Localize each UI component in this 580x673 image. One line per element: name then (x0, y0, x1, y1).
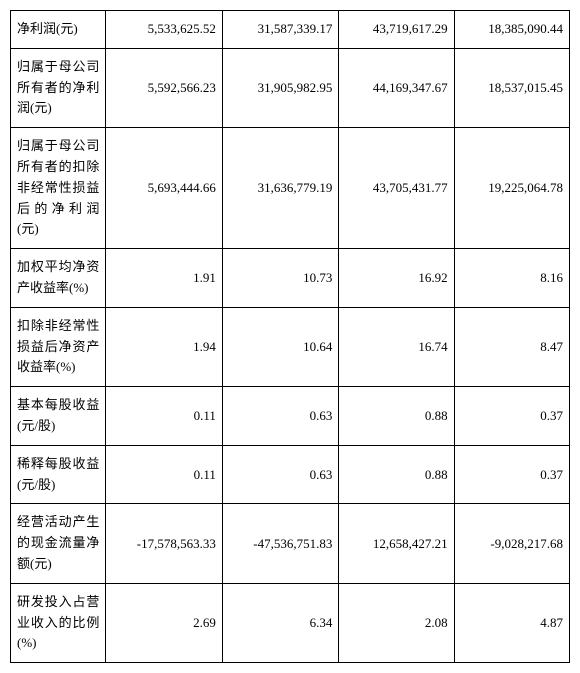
row-value: 10.64 (222, 307, 339, 386)
table-row: 扣除非经常性损益后净资产收益率(%)1.9410.6416.748.47 (11, 307, 570, 386)
row-label: 加权平均净资产收益率(%) (11, 249, 106, 308)
table-row: 加权平均净资产收益率(%)1.9110.7316.928.16 (11, 249, 570, 308)
row-value: 5,592,566.23 (106, 48, 223, 127)
row-label: 归属于母公司所有者的净利润(元) (11, 48, 106, 127)
row-value: 31,636,779.19 (222, 128, 339, 249)
row-value: 0.37 (454, 387, 569, 446)
row-value: 8.16 (454, 249, 569, 308)
row-value: 0.63 (222, 387, 339, 446)
row-value: 0.63 (222, 445, 339, 504)
row-value: 0.88 (339, 387, 454, 446)
row-label: 经营活动产生的现金流量净额(元) (11, 504, 106, 583)
row-value: -9,028,217.68 (454, 504, 569, 583)
table-row: 经营活动产生的现金流量净额(元)-17,578,563.33-47,536,75… (11, 504, 570, 583)
table-row: 稀释每股收益(元/股)0.110.630.880.37 (11, 445, 570, 504)
row-value: 18,537,015.45 (454, 48, 569, 127)
table-row: 基本每股收益(元/股)0.110.630.880.37 (11, 387, 570, 446)
row-label: 归属于母公司所有者的扣除非经常性损益后的净利润(元) (11, 128, 106, 249)
row-value: 43,705,431.77 (339, 128, 454, 249)
row-value: 12,658,427.21 (339, 504, 454, 583)
row-value: 4.87 (454, 583, 569, 662)
row-value: 6.34 (222, 583, 339, 662)
table-row: 研发投入占营业收入的比例(%)2.696.342.084.87 (11, 583, 570, 662)
row-value: 31,905,982.95 (222, 48, 339, 127)
row-value: 5,533,625.52 (106, 11, 223, 49)
row-label: 扣除非经常性损益后净资产收益率(%) (11, 307, 106, 386)
table-row: 归属于母公司所有者的净利润(元)5,592,566.2331,905,982.9… (11, 48, 570, 127)
row-value: 1.91 (106, 249, 223, 308)
table-body: 净利润(元)5,533,625.5231,587,339.1743,719,61… (11, 11, 570, 663)
row-value: 2.69 (106, 583, 223, 662)
row-value: 16.74 (339, 307, 454, 386)
row-label: 稀释每股收益(元/股) (11, 445, 106, 504)
row-value: 18,385,090.44 (454, 11, 569, 49)
row-value: 10.73 (222, 249, 339, 308)
row-value: 0.37 (454, 445, 569, 504)
row-value: 0.11 (106, 387, 223, 446)
row-label: 研发投入占营业收入的比例(%) (11, 583, 106, 662)
row-value: 43,719,617.29 (339, 11, 454, 49)
row-value: 0.11 (106, 445, 223, 504)
row-label: 净利润(元) (11, 11, 106, 49)
row-value: 16.92 (339, 249, 454, 308)
row-value: 44,169,347.67 (339, 48, 454, 127)
financial-data-table: 净利润(元)5,533,625.5231,587,339.1743,719,61… (10, 10, 570, 663)
row-value: 19,225,064.78 (454, 128, 569, 249)
row-value: 1.94 (106, 307, 223, 386)
row-value: 2.08 (339, 583, 454, 662)
table-row: 归属于母公司所有者的扣除非经常性损益后的净利润(元)5,693,444.6631… (11, 128, 570, 249)
row-value: 31,587,339.17 (222, 11, 339, 49)
table-row: 净利润(元)5,533,625.5231,587,339.1743,719,61… (11, 11, 570, 49)
row-value: 8.47 (454, 307, 569, 386)
row-value: -17,578,563.33 (106, 504, 223, 583)
row-label: 基本每股收益(元/股) (11, 387, 106, 446)
row-value: 0.88 (339, 445, 454, 504)
row-value: -47,536,751.83 (222, 504, 339, 583)
row-value: 5,693,444.66 (106, 128, 223, 249)
